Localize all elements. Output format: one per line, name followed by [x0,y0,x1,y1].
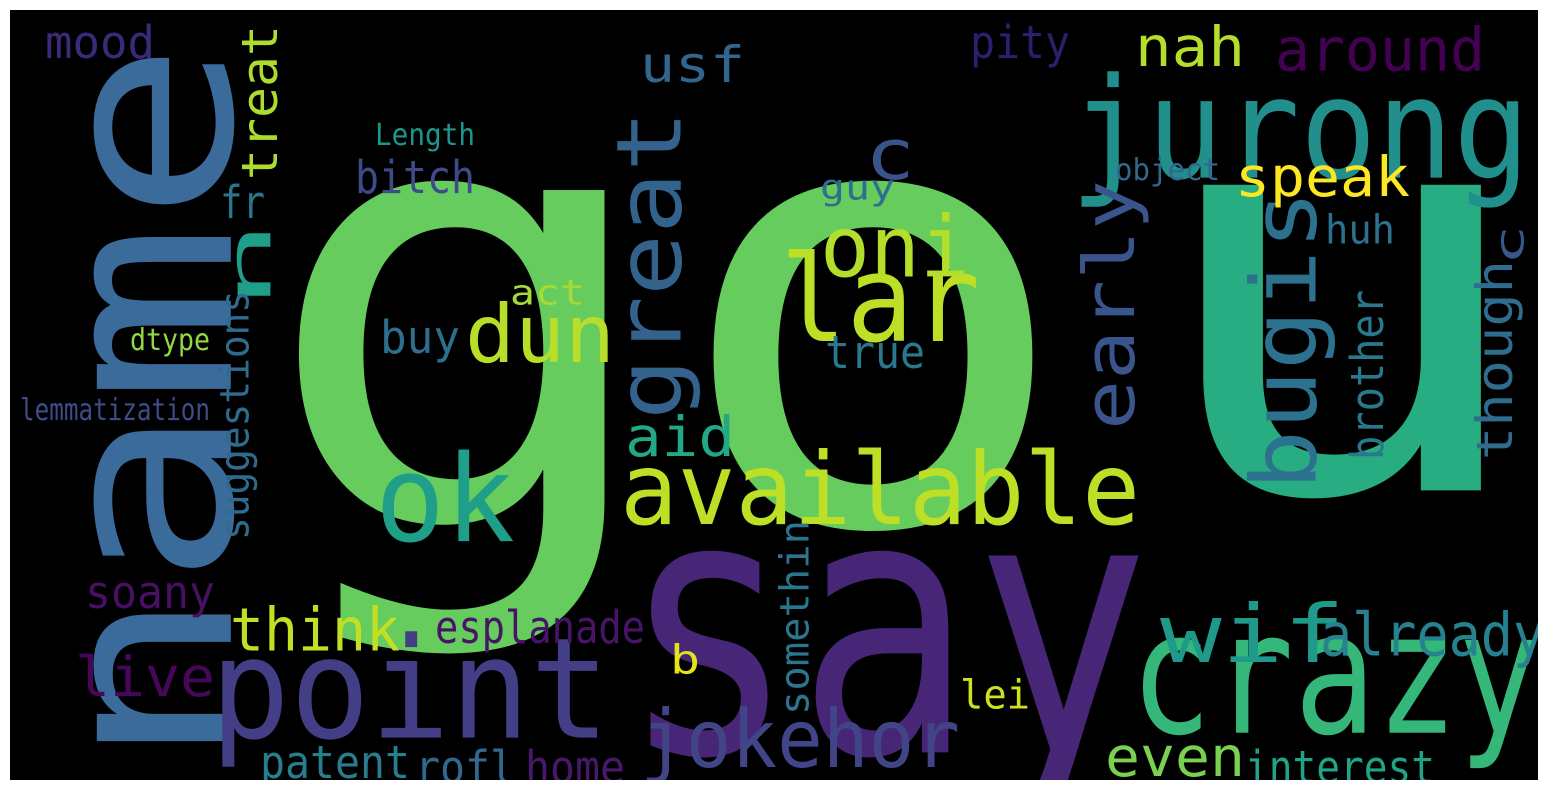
word-dtype: dtype [130,322,210,358]
word-point: point [210,607,610,772]
word-length: Length [375,117,475,153]
word-bugis: bugis [1231,190,1338,490]
word-oni: oni [820,197,970,297]
word-wif: wif [1160,587,1345,682]
word-though: though [1465,260,1525,460]
word-treat: treat [230,25,290,181]
word-dun: dun [465,287,615,382]
word-c: c [865,113,915,196]
word-live: live [75,645,215,710]
word-go: go [258,10,1078,669]
word-usf: usf [640,35,745,94]
word-object: object [1115,152,1220,188]
word-already: already [1320,599,1538,670]
word-lemmatization: lemmatization [20,392,210,428]
word-available: available [620,431,1140,548]
word-early: early [1068,180,1151,430]
word-jurong: jurong [1070,47,1530,212]
word-interest: interest [1245,740,1435,780]
word-soany: soany [85,565,215,619]
word-brother: brother [1340,290,1394,460]
word-lar: lar [780,229,980,370]
word-great: great [596,110,703,421]
word-cloud: go u name say point jurong crazy available ok gre… [10,10,1538,780]
word-speak: speak [1235,145,1410,210]
word-guy: guy [820,166,895,208]
word-b: b [670,636,700,684]
word-true: true [825,325,925,379]
word-around: around [1275,14,1485,85]
word-mood: mood [45,15,155,69]
word-jokehor: jokehor [640,692,960,780]
word-fr: fr [220,175,265,229]
word-lei: lei [960,671,1030,719]
word-somethin: somethin [771,520,819,715]
word-pity: pity [970,15,1070,69]
word-say: say [620,417,1150,780]
word-nah: nah [1135,15,1245,80]
word-esplanade: esplanade [435,600,645,654]
word-rofl: rofl [415,740,515,780]
word-act: act [510,271,585,313]
word-huh: huh [1325,206,1395,254]
word-home: home [525,740,625,780]
word-c-2: c [1486,225,1534,265]
word-think: think [230,594,400,665]
word-ok: ok [375,429,515,570]
word-crazy: crazy [1130,574,1538,774]
word-bitch: bitch [355,150,475,204]
word-aid: aid [625,405,735,470]
word-u: u [1140,10,1538,625]
word-suggestions: suggestions [211,290,259,540]
word-patent: patent [260,735,410,780]
word-even: even [1105,725,1245,780]
word-buy: buy [380,310,460,364]
